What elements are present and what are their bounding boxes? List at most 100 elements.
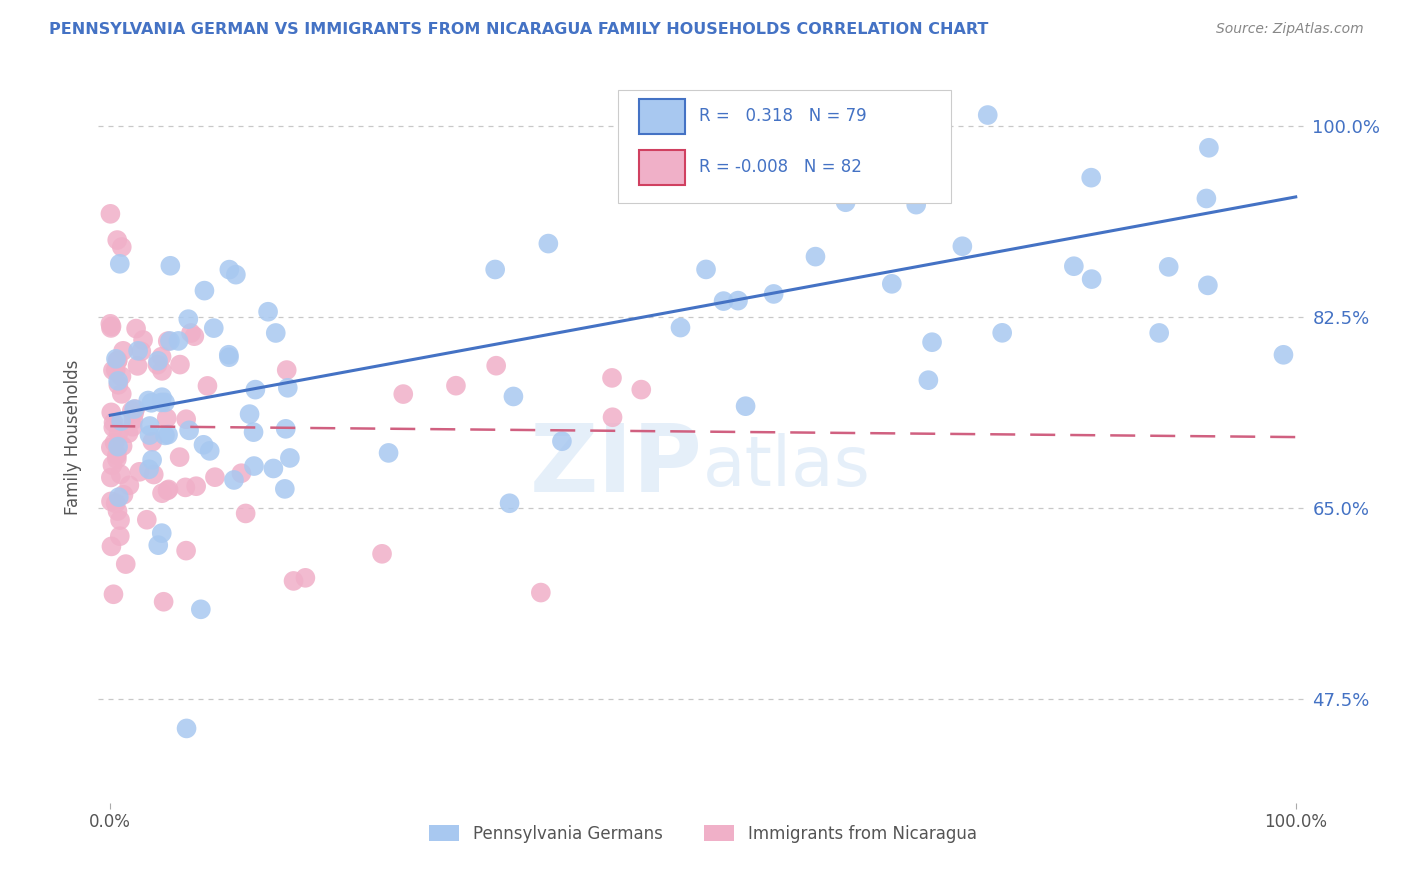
Point	[105, 448, 128, 462]
Point	[193, 284, 215, 298]
Point	[218, 350, 240, 364]
Point	[1198, 141, 1220, 155]
Point	[156, 483, 179, 498]
Point	[110, 467, 132, 482]
Point	[600, 371, 623, 385]
Point	[551, 434, 574, 449]
Point	[108, 257, 131, 271]
Point	[111, 240, 134, 254]
Point	[257, 304, 280, 318]
Point	[283, 574, 305, 588]
Point	[484, 262, 506, 277]
Point	[204, 470, 226, 484]
Point	[127, 359, 149, 373]
Point	[107, 490, 129, 504]
Point	[108, 529, 131, 543]
Point	[139, 419, 162, 434]
Point	[122, 406, 145, 420]
Point	[100, 405, 122, 419]
Point	[371, 547, 394, 561]
Point	[128, 465, 150, 479]
Point	[804, 250, 827, 264]
Point	[921, 335, 943, 350]
Point	[100, 319, 122, 334]
Point	[262, 461, 284, 475]
Point	[762, 287, 785, 301]
Point	[153, 395, 176, 409]
Point	[169, 358, 191, 372]
Point	[734, 399, 756, 413]
Point	[107, 440, 129, 454]
Point	[100, 207, 122, 221]
Point	[104, 496, 127, 510]
Point	[157, 483, 180, 497]
Point	[276, 363, 298, 377]
Point	[132, 333, 155, 347]
Point	[197, 379, 219, 393]
Point	[105, 233, 128, 247]
Point	[537, 236, 560, 251]
Point	[104, 351, 127, 366]
Point	[713, 294, 735, 309]
Point	[114, 557, 136, 571]
Point	[100, 441, 122, 455]
Text: ZIP: ZIP	[530, 420, 703, 512]
Point	[159, 259, 181, 273]
Point	[264, 326, 287, 340]
Point	[138, 428, 160, 442]
Point	[121, 404, 143, 418]
Point	[100, 540, 122, 554]
Point	[274, 482, 297, 496]
Point	[198, 443, 221, 458]
Point	[177, 312, 200, 326]
Point	[135, 513, 157, 527]
Point	[110, 369, 132, 384]
Point	[100, 321, 122, 335]
Point	[104, 363, 127, 377]
Point	[180, 326, 202, 340]
Point	[103, 420, 125, 434]
Point	[136, 393, 159, 408]
Point	[107, 377, 129, 392]
Y-axis label: Family Households: Family Households	[65, 359, 83, 515]
Point	[1197, 278, 1219, 293]
Point	[103, 587, 125, 601]
Point	[274, 422, 297, 436]
Point	[225, 268, 247, 282]
Point	[141, 453, 163, 467]
Text: Source: ZipAtlas.com: Source: ZipAtlas.com	[1216, 22, 1364, 37]
Point	[150, 390, 173, 404]
Point	[242, 425, 264, 439]
Point	[695, 262, 717, 277]
Text: R =   0.318   N = 79: R = 0.318 N = 79	[699, 107, 868, 125]
Point	[176, 722, 198, 736]
Point	[142, 467, 165, 482]
Point	[150, 364, 173, 378]
Point	[231, 466, 253, 480]
Point	[122, 402, 145, 417]
Point	[169, 450, 191, 464]
Point	[146, 358, 169, 372]
Point	[278, 450, 301, 465]
Point	[174, 543, 197, 558]
Point	[150, 350, 173, 364]
Point	[202, 321, 225, 335]
Point	[100, 494, 122, 508]
Point	[101, 363, 124, 377]
Point	[243, 458, 266, 473]
Point	[1195, 192, 1218, 206]
Point	[111, 439, 134, 453]
Point	[111, 387, 134, 401]
Point	[630, 383, 652, 397]
Point	[880, 277, 903, 291]
Point	[174, 412, 197, 426]
Point	[129, 344, 152, 359]
Point	[905, 197, 928, 211]
Point	[153, 428, 176, 442]
Point	[122, 413, 145, 427]
Point	[103, 416, 125, 430]
Point	[1147, 326, 1170, 340]
Point	[150, 526, 173, 541]
Point	[444, 378, 467, 392]
Point	[107, 353, 129, 368]
